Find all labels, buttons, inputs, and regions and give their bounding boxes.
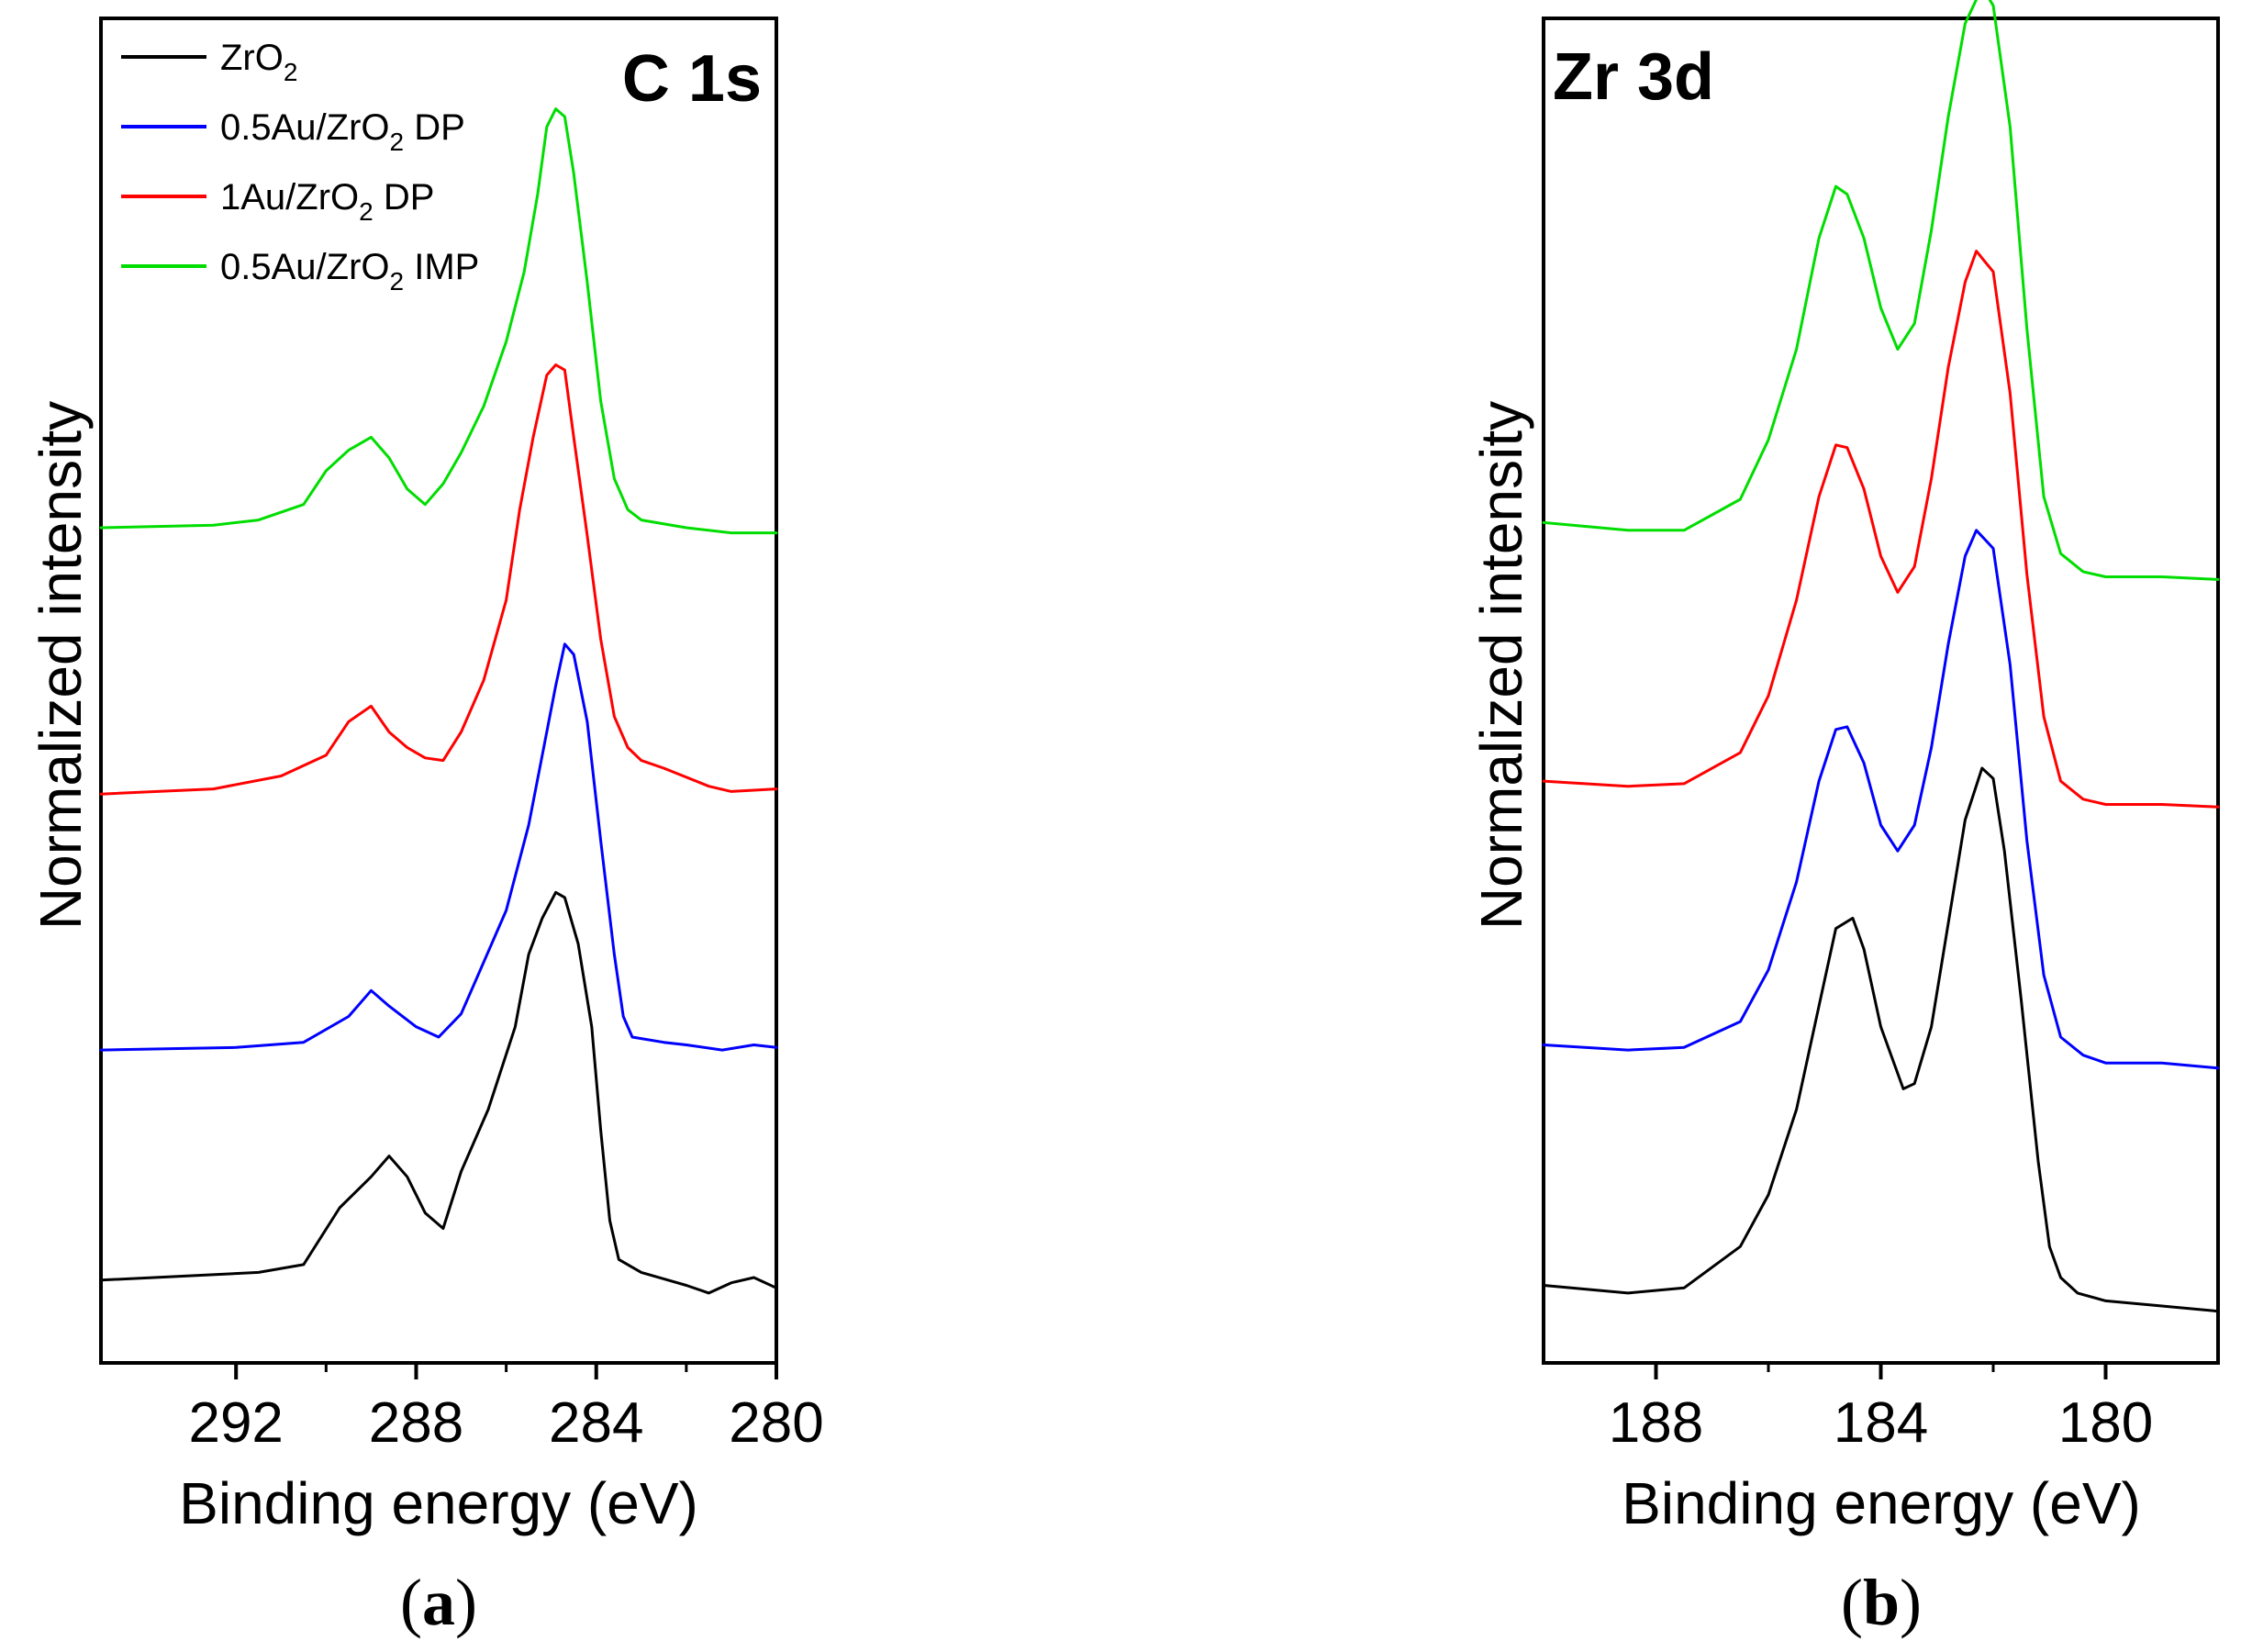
x-axis-label-b: Binding energy (eV) <box>1622 1470 2141 1536</box>
legend-a: ZrO2 0.5Au/ZrO2 DP 1Au/ZrO2 DP 0.5Au/ZrO2 I… <box>121 38 479 296</box>
legend-label-1: 0.5Au/ZrO2 DP <box>220 107 465 156</box>
x-tick-label-b-2: 180 <box>2058 1391 2153 1455</box>
panel-caption-b: (b) <box>1841 1566 1922 1639</box>
series-line-a-2 <box>99 363 778 796</box>
series-line-b-2 <box>1542 250 2220 809</box>
panel-title-a: C 1s <box>622 42 762 116</box>
x-ticks-b: 188 184 180 <box>1609 1363 2153 1455</box>
panel-title-b: Zr 3d <box>1553 40 1714 114</box>
panel-a: 292 288 284 280 C 1s ZrO2 0.5Au/ZrO2 DP 1Au/Z… <box>28 17 824 1639</box>
panel-caption-a: (a) <box>400 1566 477 1639</box>
series-line-b-0 <box>1542 766 2220 1313</box>
x-tick-label-a-1: 288 <box>369 1391 463 1455</box>
plot-frame-a <box>99 17 778 1365</box>
x-tick-label-b-0: 188 <box>1609 1391 1703 1455</box>
legend-label-0: ZrO2 <box>220 38 297 86</box>
x-tick-label-a-3: 280 <box>729 1391 823 1455</box>
y-axis-label-a: Normalized intensity <box>28 401 94 930</box>
series-line-b-3 <box>1542 0 2220 581</box>
legend-label-2: 1Au/ZrO2 DP <box>220 177 434 226</box>
plot-frame-b <box>1542 17 2220 1365</box>
x-tick-label-b-1: 184 <box>1834 1391 1928 1455</box>
series-group-b <box>1542 0 2220 1313</box>
legend-label-3: 0.5Au/ZrO2 IMP <box>220 247 479 296</box>
series-group-a <box>99 107 778 1295</box>
x-axis-label-a: Binding energy (eV) <box>179 1470 698 1536</box>
caption-letter-b: b <box>1863 1566 1900 1639</box>
y-axis-label-b: Normalized intensity <box>1468 401 1534 930</box>
caption-letter-a: a <box>422 1566 455 1639</box>
series-line-a-0 <box>99 890 778 1295</box>
panel-b: 188 184 180 Zr 3d Normalized intensity Bin… <box>1468 0 2220 1639</box>
series-line-b-1 <box>1542 529 2220 1070</box>
x-tick-label-a-0: 292 <box>188 1391 283 1455</box>
x-ticks-a: 292 288 284 280 <box>188 1363 824 1455</box>
series-line-a-1 <box>99 642 778 1052</box>
series-line-a-3 <box>99 107 778 535</box>
x-tick-label-a-2: 284 <box>549 1391 643 1455</box>
